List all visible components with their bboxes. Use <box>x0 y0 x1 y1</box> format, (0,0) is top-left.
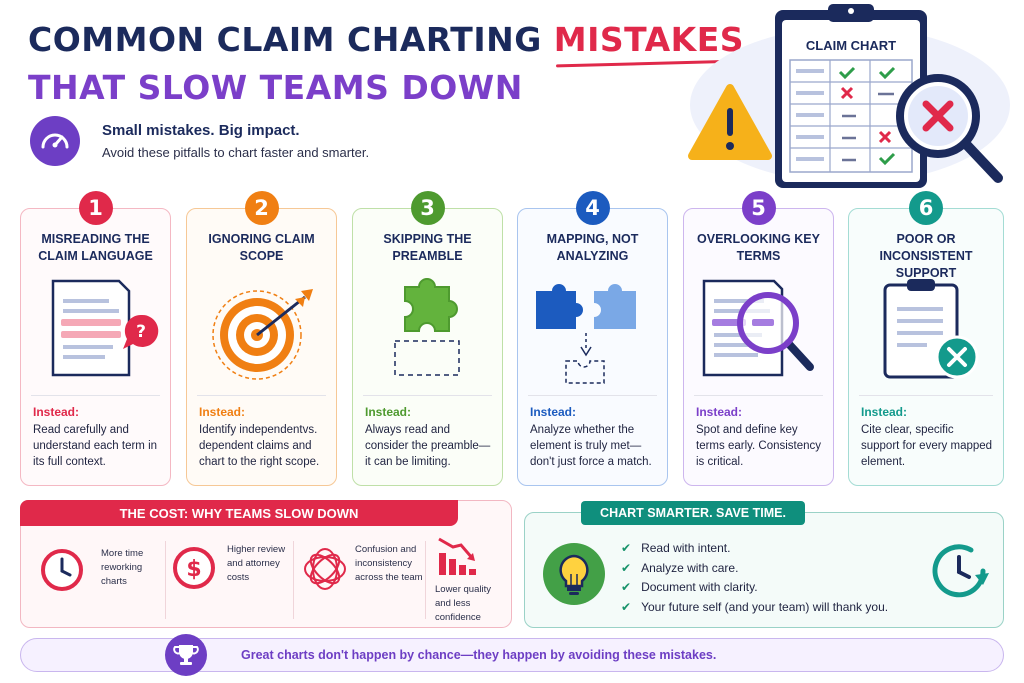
list-item: ✔ Analyze with care. <box>621 559 888 579</box>
footer-banner: Great charts don't happen by chance—they… <box>20 634 1004 676</box>
clock-icon <box>41 549 83 591</box>
mistake-card-6: 6 POOR OR INCONSISTENT SUPPORT Instead: … <box>848 191 1004 486</box>
card-description: Cite clear, specific support for every m… <box>861 424 993 468</box>
chart-smarter-list: ✔ Read with intent. ✔ Analyze with care. ✔… <box>621 539 888 617</box>
trophy-icon <box>165 634 207 676</box>
card-instead-label: Instead: <box>861 405 908 419</box>
card-title: MISREADING THE CLAIM LANGUAGE <box>38 232 153 263</box>
list-item: ✔ Document with clarity. <box>621 578 888 598</box>
intro-subtext: Avoid these pitfalls to chart faster and… <box>102 145 370 160</box>
svg-text:$: $ <box>186 557 201 582</box>
mistake-card-5: 5 OVERLOOKING KEY TERMS Instead: Spot an… <box>683 191 834 486</box>
cost-title: THE COST: WHY TEAMS SLOW DOWN <box>20 500 458 526</box>
card-title: MAPPING, NOT ANALYZING <box>546 232 639 263</box>
card-description: Read carefully and understand each term … <box>33 424 158 468</box>
check-icon: ✔ <box>621 580 632 594</box>
list-item: ✔ Read with intent. <box>621 539 888 559</box>
card-title: IGNORING CLAIM SCOPE <box>208 232 315 263</box>
cost-item-label: Lower quality and less confidence <box>435 584 491 623</box>
check-icon: ✔ <box>621 560 632 575</box>
check-icon: ✔ <box>621 541 632 555</box>
declining-chart-icon <box>438 537 476 575</box>
magnifier-icon <box>896 74 1003 183</box>
svg-text:?: ? <box>136 322 146 342</box>
card-description: Analyze whether the element is truly met… <box>530 424 652 468</box>
card-instead-label: Instead: <box>33 405 80 419</box>
puzzle-icon <box>528 275 657 387</box>
mistake-card-2: 2 IGNORING CLAIM SCOPE Instead: Identify… <box>186 191 337 486</box>
chart-smarter-panel: CHART SMARTER. SAVE TIME. ✔ Read with int… <box>524 501 1004 628</box>
card-number: 2 <box>244 191 279 225</box>
title-line-1: COMMON CLAIM CHARTING MISTAKES <box>28 20 744 60</box>
page-title: COMMON CLAIM CHARTING MISTAKES THAT SLOW… <box>28 20 744 110</box>
cost-item-time: More time reworking charts <box>35 539 165 619</box>
mistake-card-1: 1 MISREADING THE CLAIM LANGUAGE ? Instea… <box>20 191 171 486</box>
cost-item-label: Higher review and attorney costs <box>227 544 286 583</box>
clipboard-icon <box>775 4 927 188</box>
cost-item-cost: $ Higher review and attorney costs <box>171 539 299 619</box>
intro-heading: Small mistakes. Big impact. <box>102 122 300 139</box>
mistake-card-3: 3 SKIPPING THE PREAMBLE Instead: Always … <box>352 191 503 486</box>
gauge-icon <box>30 116 80 166</box>
card-instead-label: Instead: <box>530 405 577 419</box>
card-instead-label: Instead: <box>696 405 743 419</box>
title-accent: MISTAKES <box>553 20 745 59</box>
chart-smarter-title: CHART SMARTER. SAVE TIME. <box>581 501 805 525</box>
cost-item-confusion: Confusion and inconsistency across the t… <box>299 539 431 619</box>
lightbulb-icon <box>543 543 605 605</box>
list-item: ✔ Your future self (and your team) will t… <box>621 598 888 618</box>
card-title: SKIPPING THE PREAMBLE <box>383 232 472 263</box>
magnifier-icon <box>694 275 823 387</box>
cost-panel: THE COST: WHY TEAMS SLOW DOWN More time … <box>20 500 512 628</box>
tangle-icon <box>304 548 346 590</box>
card-number: 3 <box>410 191 445 225</box>
card-number: 1 <box>78 191 113 225</box>
target-icon <box>197 275 326 387</box>
clipboard-label: CLAIM CHART <box>806 38 896 53</box>
clock-refresh-icon <box>932 544 989 598</box>
card-number: 5 <box>741 191 776 225</box>
cost-item-quality: Lower quality and less confidence <box>433 537 505 623</box>
warning-icon <box>688 84 772 160</box>
card-instead-label: Instead: <box>199 405 246 419</box>
mistake-card-4: 4 MAPPING, NOT ANALYZING Instead: Analyz… <box>517 191 668 486</box>
dollar-icon: $ <box>173 547 215 589</box>
card-description: Identify independentvs. dependent claims… <box>199 424 320 468</box>
mistake-cards: 1 MISREADING THE CLAIM LANGUAGE ? Instea… <box>20 191 1004 486</box>
footer-text: Great charts don't happen by chance—they… <box>241 648 717 662</box>
card-number: 6 <box>909 191 943 225</box>
card-description: Always read and consider the preamble—it… <box>365 424 491 468</box>
card-description: Spot and define key terms early. Consist… <box>696 424 822 468</box>
card-title: POOR OR INCONSISTENT SUPPORT <box>879 232 973 280</box>
title-line-2: THAT SLOW TEAMS DOWN <box>28 68 523 107</box>
document-icon: ? <box>31 275 160 387</box>
clipboard-icon <box>859 275 993 387</box>
intro: Small mistakes. Big impact. Avoid these … <box>30 116 369 166</box>
hero-illustration: CLAIM CHART <box>680 0 1020 200</box>
cost-item-label: More time reworking charts <box>101 548 144 587</box>
puzzle-icon <box>363 275 492 387</box>
title-line-1-text: COMMON CLAIM CHARTING <box>28 20 554 59</box>
card-number: 4 <box>575 191 610 225</box>
card-title: OVERLOOKING KEY TERMS <box>697 232 820 263</box>
cost-item-label: Confusion and inconsistency across the t… <box>355 544 423 583</box>
card-instead-label: Instead: <box>365 405 412 419</box>
check-icon: ✔ <box>621 599 632 614</box>
